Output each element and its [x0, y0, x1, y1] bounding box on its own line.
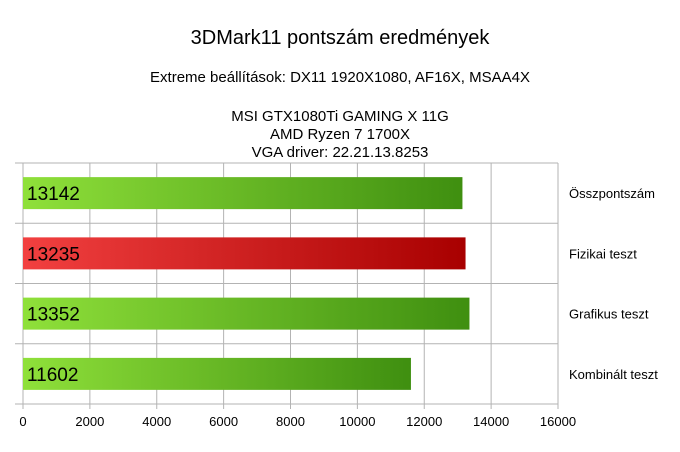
x-tick-label: 6000 — [209, 414, 238, 429]
bar — [23, 297, 470, 330]
info-line-driver: VGA driver: 22.21.13.8253 — [251, 144, 429, 161]
data-label: 11602 — [27, 365, 78, 386]
x-tick-label: 12000 — [406, 414, 442, 429]
category-label: Kombinált teszt — [569, 367, 658, 382]
category-label: Összpontszám — [569, 186, 655, 201]
x-tick-label: 16000 — [540, 414, 576, 429]
data-label: 13352 — [27, 305, 80, 326]
chart-title: 3DMark11 pontszám eredmények — [190, 27, 490, 49]
x-tick-label: 4000 — [142, 414, 171, 429]
category-label: Grafikus teszt — [569, 307, 649, 322]
category-label: Fizikai teszt — [569, 246, 637, 261]
bar — [23, 177, 463, 210]
info-line-cpu: AMD Ryzen 7 1700X — [269, 126, 411, 143]
x-tick-label: 8000 — [276, 414, 305, 429]
data-label: 13235 — [27, 244, 80, 265]
bar — [23, 357, 411, 390]
info-line-gpu: MSI GTX1080Ti GAMING X 11G — [231, 108, 449, 125]
bar — [23, 237, 466, 270]
x-tick-label: 2000 — [75, 414, 104, 429]
x-tick-label: 10000 — [339, 414, 375, 429]
chart-subtitle: Extreme beállítások: DX11 1920X1080, AF1… — [150, 69, 530, 86]
data-label: 13142 — [27, 184, 80, 205]
x-tick-label: 0 — [19, 414, 26, 429]
x-tick-label: 14000 — [473, 414, 509, 429]
chart-info: MSI GTX1080Ti GAMING X 11G AMD Ryzen 7 1… — [0, 108, 680, 162]
